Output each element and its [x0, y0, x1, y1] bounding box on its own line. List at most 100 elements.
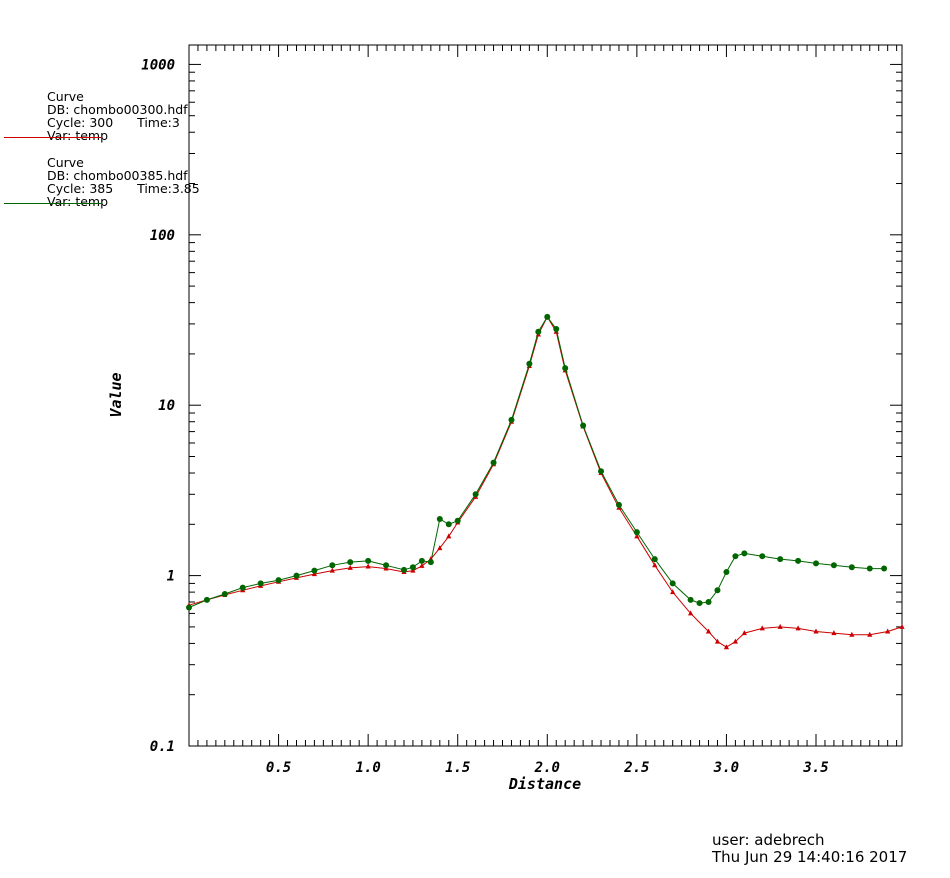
- y-tick-label: 10: [158, 398, 175, 414]
- data-point: [400, 566, 407, 573]
- footer-user: user: adebrech: [712, 831, 825, 849]
- legend-time: Time:3.85: [137, 181, 200, 196]
- data-point: [759, 625, 765, 631]
- data-point: [446, 533, 452, 539]
- x-tick-label: 3.0: [713, 760, 739, 776]
- data-point: [311, 571, 318, 577]
- x-axis-label: Distance: [508, 775, 581, 793]
- series-line-1: [188, 315, 903, 648]
- x-tick-label: 0.5: [266, 760, 291, 776]
- data-point: [881, 565, 888, 572]
- data-point: [454, 517, 461, 524]
- data-point: [759, 553, 766, 560]
- data-point: [741, 550, 748, 557]
- data-point: [445, 521, 452, 528]
- data-point: [275, 577, 282, 584]
- data-point: [732, 638, 738, 644]
- y-axis-label: Value: [107, 372, 125, 417]
- data-point: [437, 545, 443, 551]
- y-axis-ticks: 0.1 1 10 100 1000: [141, 57, 902, 755]
- x-tick-label: 2.0: [534, 760, 560, 776]
- series-line-2: [188, 316, 885, 608]
- data-point: [436, 515, 443, 522]
- data-point: [293, 572, 300, 579]
- legend-entry-2: Curve DB: chombo00385.hdf Cycle: 385 Tim…: [47, 156, 200, 208]
- data-point: [696, 600, 703, 607]
- legend-title: Curve: [47, 89, 84, 104]
- data-point: [239, 584, 246, 591]
- data-point: [329, 562, 336, 569]
- data-point: [347, 564, 353, 570]
- data-point: [615, 501, 622, 508]
- y-tick-label: 1: [167, 569, 175, 585]
- plot-frame: [188, 44, 903, 747]
- data-point: [687, 596, 694, 603]
- data-point: [418, 557, 425, 564]
- legend-cycle: Cycle: 300: [47, 115, 114, 130]
- data-point: [830, 562, 837, 569]
- data-point: [705, 628, 712, 634]
- data-point: [714, 587, 721, 594]
- data-point: [329, 567, 335, 573]
- data-point: [383, 562, 390, 569]
- data-point: [409, 564, 416, 571]
- data-point: [347, 559, 354, 566]
- data-point: [885, 628, 891, 634]
- legend-db: DB: chombo00385.hdf: [47, 168, 188, 183]
- data-point: [688, 610, 694, 616]
- y-tick-label: 1000: [141, 57, 175, 73]
- legend-var: Var: temp: [47, 128, 109, 143]
- data-point: [634, 533, 640, 539]
- data-point: [777, 623, 783, 629]
- series-layer: [186, 313, 905, 650]
- data-point: [472, 491, 479, 498]
- data-point: [723, 644, 730, 650]
- data-point: [867, 631, 873, 637]
- data-point: [562, 365, 569, 372]
- legend-db: DB: chombo00300.hdf: [47, 102, 188, 117]
- data-point: [508, 416, 515, 423]
- data-point: [186, 604, 192, 611]
- data-point: [553, 326, 560, 333]
- legend-time: Time:3: [137, 115, 180, 130]
- footer-info: user: adebrech Thu Jun 29 14:40:16 2017: [712, 832, 907, 866]
- data-point: [490, 459, 497, 466]
- data-point: [669, 580, 676, 587]
- data-point: [670, 589, 676, 595]
- footer-date: Thu Jun 29 14:40:16 2017: [712, 848, 908, 866]
- data-point: [427, 559, 434, 566]
- data-point: [580, 422, 587, 429]
- data-point: [365, 563, 371, 569]
- data-point: [848, 564, 855, 571]
- data-point: [795, 625, 801, 631]
- legend-entry-1: Curve DB: chombo00300.hdf Cycle: 300 Tim…: [47, 90, 188, 142]
- x-tick-label: 1.0: [355, 760, 380, 776]
- data-point: [651, 556, 658, 563]
- data-point: [899, 623, 905, 629]
- x-tick-label: 1.5: [445, 760, 470, 776]
- data-point: [795, 557, 802, 564]
- data-point: [652, 562, 658, 568]
- data-point: [813, 628, 819, 634]
- data-point: [849, 631, 855, 637]
- data-point: [365, 557, 372, 564]
- data-point: [311, 567, 318, 574]
- data-point: [714, 638, 721, 644]
- data-point: [257, 580, 264, 587]
- data-point: [419, 562, 425, 568]
- x-axis-ticks: 0.5 1.0 1.5 2.0 2.5 3.0 3.5: [197, 45, 898, 776]
- x-tick-label: 2.5: [623, 760, 649, 776]
- data-point: [598, 468, 605, 475]
- legend-cycle: Cycle: 385: [47, 181, 114, 196]
- x-tick-label: 3.5: [802, 760, 828, 776]
- data-point: [866, 565, 873, 572]
- legend-cycle-row: Cycle: 385 Time:3.85: [47, 182, 200, 195]
- data-point: [526, 360, 533, 367]
- legend-var: Var: temp: [47, 194, 109, 209]
- data-point: [221, 590, 228, 597]
- data-point: [203, 596, 210, 603]
- data-point: [732, 553, 739, 560]
- data-point: [831, 630, 837, 636]
- data-point: [723, 568, 730, 575]
- data-point: [705, 598, 712, 605]
